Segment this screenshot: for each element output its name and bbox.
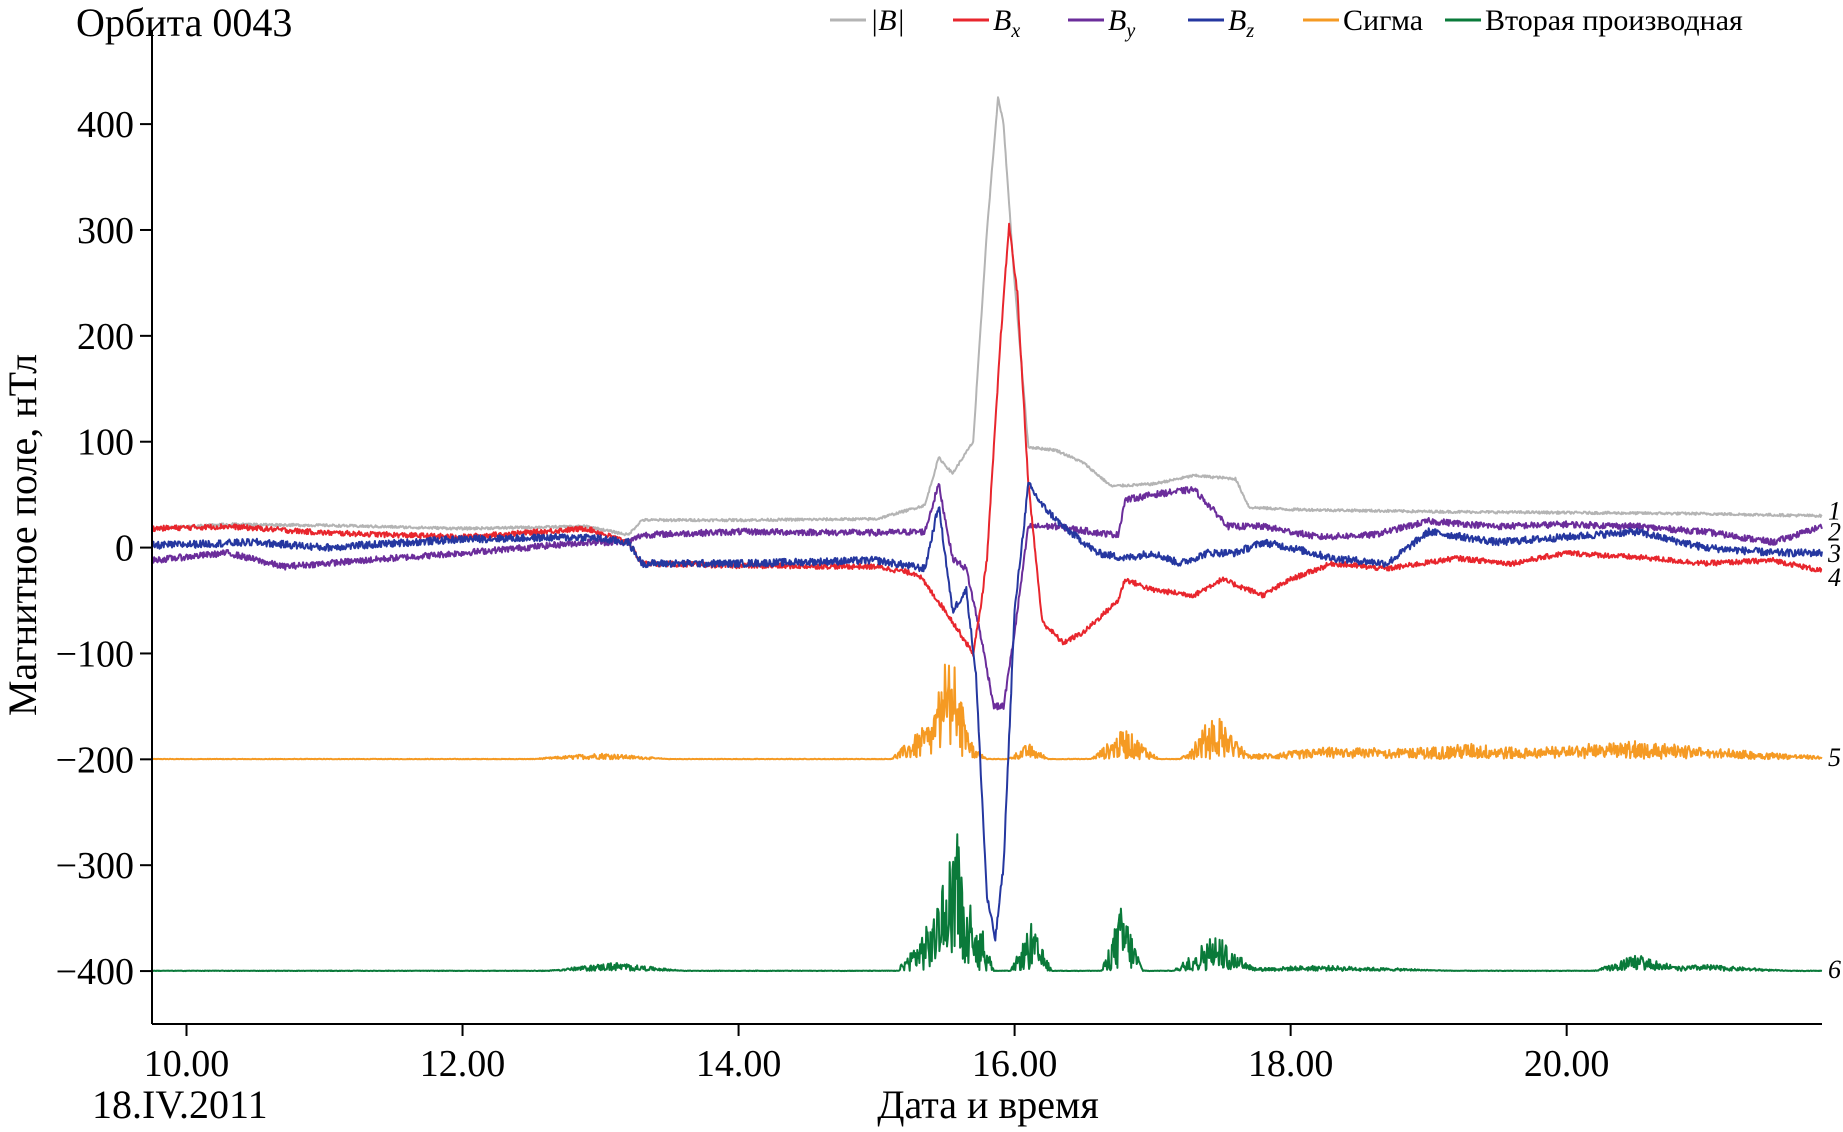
date-label: 18.IV.2011: [92, 1082, 268, 1127]
y-tick-label: 0: [115, 528, 134, 570]
x-tick-label: 16.00: [972, 1043, 1058, 1085]
x-tick-label: 14.00: [696, 1043, 782, 1085]
y-tick-label: 400: [77, 104, 134, 146]
y-tick-label: 300: [77, 210, 134, 252]
curve-number: 3: [1827, 539, 1841, 568]
curve-number: 2: [1828, 518, 1841, 547]
series-sigma-line: [151, 663, 1823, 761]
y-tick-label: −300: [56, 845, 134, 887]
legend-label-Bx: Bx: [993, 4, 1020, 42]
legend-label-d2: Вторая производная: [1485, 4, 1743, 37]
legend-label-By: By: [1108, 4, 1135, 42]
y-tick-label: −400: [56, 951, 134, 993]
series-Bx-line: [151, 222, 1823, 657]
series-B-line: [151, 96, 1823, 537]
y-tick-label: −100: [56, 633, 134, 675]
legend-label-B: |B|: [870, 4, 905, 37]
y-tick-label: 200: [77, 316, 134, 358]
series-d2-line: [151, 833, 1823, 973]
y-axis-title: Магнитное поле, нТл: [0, 354, 45, 716]
curve-number: 1: [1828, 497, 1841, 526]
y-tick-label: 100: [77, 422, 134, 464]
x-tick-label: 18.00: [1248, 1043, 1334, 1085]
x-axis-title: Дата и время: [877, 1082, 1098, 1127]
chart-title: Орбита 0043: [76, 0, 292, 45]
legend: |B| Bx By Bz Сигма Вторая производная: [830, 4, 1743, 42]
x-tick-label: 10.00: [144, 1043, 230, 1085]
series-By-line: [151, 483, 1823, 711]
series-layer: [151, 96, 1823, 973]
x-tick-label: 12.00: [420, 1043, 506, 1085]
axes: [151, 30, 1822, 1025]
x-tick-label: 20.00: [1524, 1043, 1610, 1085]
series-Bz-line: [151, 481, 1823, 942]
curve-number: 6: [1828, 955, 1841, 984]
ticks: 400 300 200 100 0 −100 −200 −300 −400 10.00 12.00 1…: [56, 104, 1610, 1085]
y-tick-label: −200: [56, 739, 134, 781]
curve-number: 4: [1828, 563, 1841, 592]
curve-number: 5: [1828, 743, 1841, 772]
legend-label-Bz: Bz: [1228, 4, 1254, 42]
legend-label-sigma: Сигма: [1343, 4, 1423, 37]
